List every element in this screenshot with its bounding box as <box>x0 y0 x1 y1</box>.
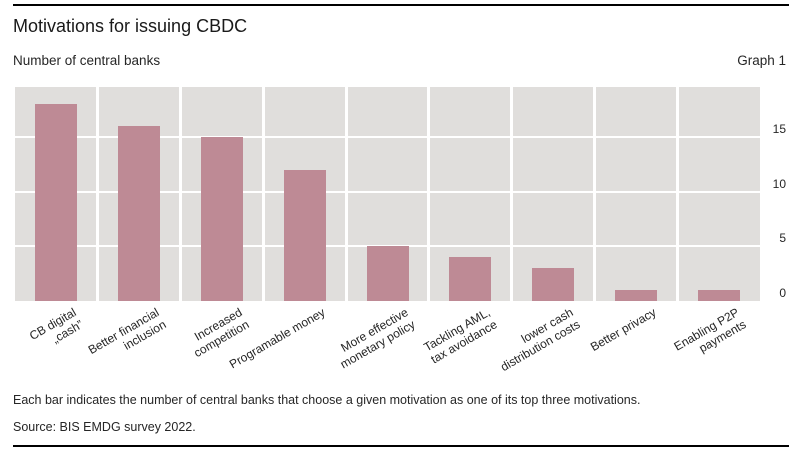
y-tick-label: 10 <box>772 176 786 191</box>
vertical-gridline <box>179 87 183 301</box>
source-text: Source: BIS EMDG survey 2022. <box>13 420 196 434</box>
vertical-gridline <box>427 87 431 301</box>
bar <box>697 290 740 301</box>
top-rule <box>13 4 789 6</box>
bar <box>283 169 326 301</box>
x-category-label: Enabling P2P payments <box>671 305 748 355</box>
graph-number-label: Graph 1 <box>737 53 786 68</box>
plot-area <box>15 87 760 301</box>
footnote-text: Each bar indicates the number of central… <box>13 393 641 407</box>
bar <box>614 290 657 301</box>
bar <box>449 257 492 301</box>
bar <box>118 126 161 301</box>
vertical-gridline <box>510 87 514 301</box>
y-tick-label: 15 <box>772 122 786 137</box>
bottom-rule <box>13 445 789 447</box>
bar <box>200 137 243 301</box>
bar <box>35 104 78 301</box>
vertical-gridline <box>344 87 348 301</box>
horizontal-gridline <box>15 190 760 193</box>
y-tick-label: 0 <box>779 286 786 300</box>
vertical-gridline <box>675 87 679 301</box>
vertical-gridline <box>592 87 596 301</box>
y-axis-title: Number of central banks <box>13 53 161 68</box>
y-tick-label: 5 <box>779 231 786 246</box>
bar <box>532 268 575 301</box>
bar <box>366 246 409 301</box>
horizontal-gridline <box>15 136 760 139</box>
vertical-gridline <box>96 87 100 301</box>
vertical-gridline <box>261 87 265 301</box>
page-title: Motivations for issuing CBDC <box>13 16 248 36</box>
